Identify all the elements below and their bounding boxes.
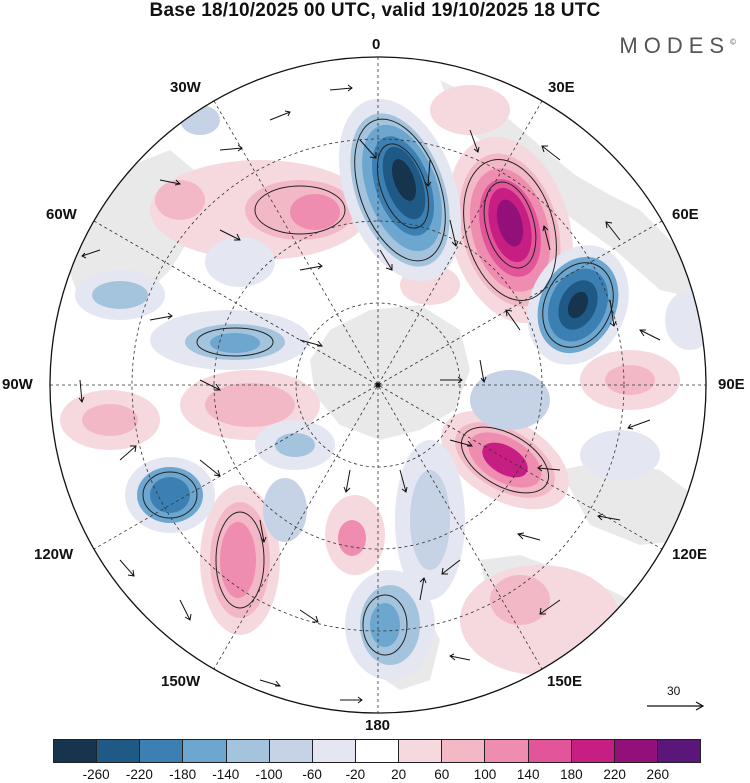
copyright-mark: © bbox=[730, 37, 736, 47]
colorbar-tick-label: -140 bbox=[212, 767, 240, 782]
colorbar-segment bbox=[311, 740, 355, 762]
lon-label-0: 0 bbox=[372, 36, 381, 53]
map-border bbox=[49, 56, 707, 714]
lon-label-150w: 150W bbox=[161, 673, 201, 690]
colorbar-tick-label: -220 bbox=[125, 767, 153, 782]
colorbar bbox=[53, 739, 701, 763]
anomaly-field bbox=[60, 85, 706, 680]
colorbar-segment bbox=[54, 740, 97, 762]
lon-label-120e: 120E bbox=[672, 546, 708, 563]
colorbar-segment bbox=[139, 740, 183, 762]
colorbar-segment bbox=[484, 740, 528, 762]
reference-vector bbox=[647, 701, 705, 711]
brand-text: MODES bbox=[619, 33, 731, 58]
colorbar-segment bbox=[398, 740, 442, 762]
colorbar-tick-label: -60 bbox=[302, 767, 322, 782]
colorbar-ticks: -260 -220 -180 -140 -100 -60 -20 20 60 100 140 180 2… bbox=[0, 767, 750, 783]
colorbar-tick-label: 260 bbox=[646, 767, 670, 782]
colorbar-segment bbox=[225, 740, 269, 762]
colorbar-tick-label: -100 bbox=[255, 767, 283, 782]
graticule bbox=[50, 57, 706, 713]
colorbar-tick-label: -180 bbox=[169, 767, 197, 782]
lon-label-150e: 150E bbox=[547, 673, 583, 690]
colorbar-segment bbox=[613, 740, 657, 762]
vector-scale-label: 30 bbox=[667, 684, 681, 698]
colorbar-tick-label: 20 bbox=[391, 767, 407, 782]
lon-label-30w: 30W bbox=[170, 79, 201, 96]
colorbar-tick-label: -260 bbox=[82, 767, 110, 782]
colorbar-tick-label: 220 bbox=[603, 767, 626, 782]
lon-label-90e: 90E bbox=[718, 376, 745, 393]
lon-label-90w: 90W bbox=[2, 376, 33, 393]
lon-label-120w: 120W bbox=[34, 546, 74, 563]
colorbar-tick-label: 180 bbox=[560, 767, 583, 782]
colorbar-segment bbox=[656, 740, 701, 762]
lon-label-180: 180 bbox=[365, 717, 391, 734]
chart-title: Base 18/10/2025 00 UTC, valid 19/10/2025… bbox=[149, 0, 601, 21]
lon-label-30e: 30E bbox=[548, 79, 575, 96]
colorbar-segment bbox=[96, 740, 140, 762]
colorbar-tick-label: -20 bbox=[345, 767, 366, 782]
colorbar-segment bbox=[182, 740, 226, 762]
contour-lines bbox=[142, 118, 614, 656]
colorbar-segment bbox=[354, 740, 399, 762]
colorbar-tick-label: 100 bbox=[473, 767, 497, 782]
lon-label-60w: 60W bbox=[46, 206, 77, 223]
colorbar-segment bbox=[527, 740, 571, 762]
colorbar-segment bbox=[268, 740, 312, 762]
modes-logo: MODES© bbox=[619, 33, 736, 59]
colorbar-tick-label: 60 bbox=[434, 767, 450, 782]
lon-label-60e: 60E bbox=[672, 206, 699, 223]
colorbar-segment bbox=[570, 740, 614, 762]
colorbar-segment bbox=[441, 740, 485, 762]
colorbar-tick-label: 140 bbox=[516, 767, 540, 782]
